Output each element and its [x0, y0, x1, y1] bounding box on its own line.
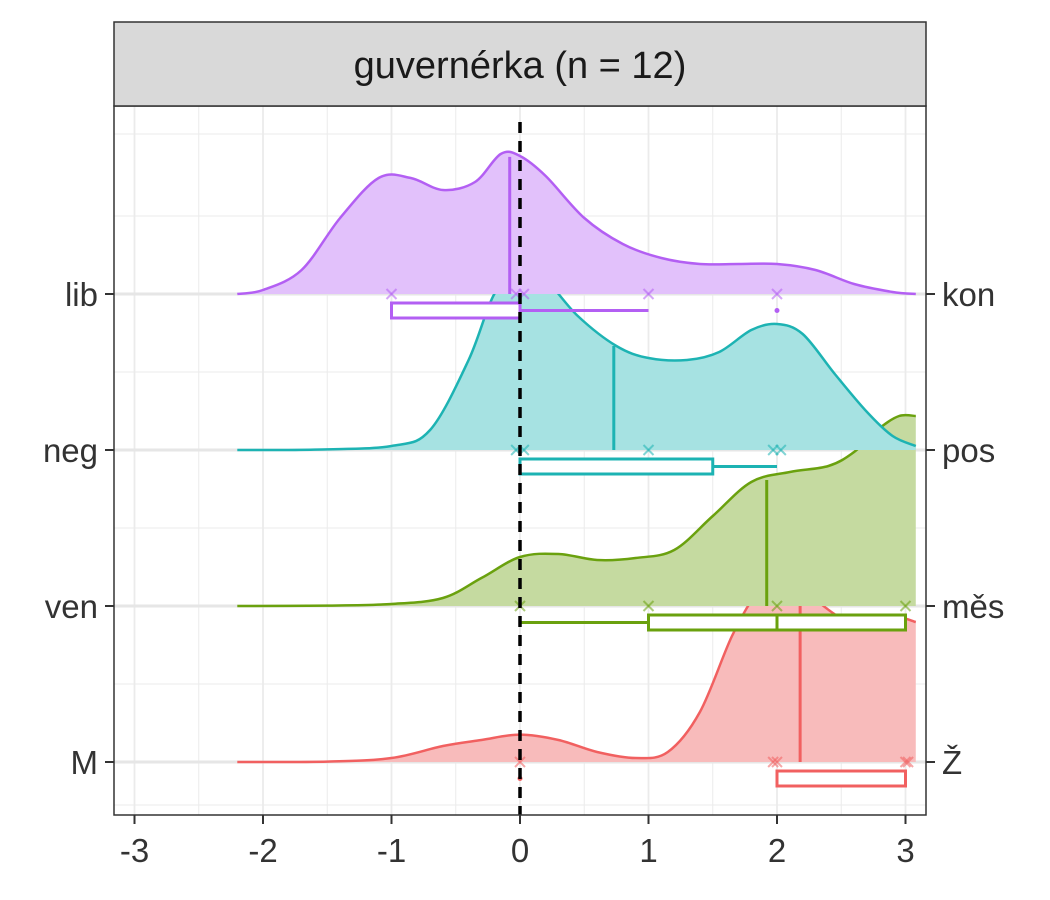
x-tick-label: 1 — [639, 832, 657, 869]
plot-panel-group — [113, 105, 927, 816]
density-line — [237, 266, 917, 452]
data-point — [775, 444, 787, 456]
ridge-lib — [237, 150, 916, 320]
density-line — [237, 150, 916, 296]
y-tick-label-left: M — [71, 744, 99, 781]
y-tick-label-right: pos — [942, 432, 995, 469]
y-tick-label-right: kon — [942, 276, 995, 313]
x-tick-label: 2 — [768, 832, 786, 869]
data-point — [385, 288, 398, 300]
x-tick-label: -1 — [377, 832, 406, 869]
data-point — [771, 288, 783, 300]
y-tick-label-left: lib — [65, 276, 98, 313]
data-point — [902, 756, 914, 768]
data-point — [771, 600, 783, 612]
facet-strip: guvernérka (n = 12) — [113, 21, 927, 107]
x-tick-label: 3 — [896, 832, 914, 869]
ridge-ven — [237, 413, 916, 632]
data-point — [899, 756, 912, 768]
data-point — [514, 756, 526, 768]
boxplot — [520, 613, 907, 632]
boxplot — [390, 301, 780, 320]
box — [390, 301, 522, 320]
facet-strip-background — [113, 21, 927, 107]
y-tick-label-right: Ž — [942, 744, 962, 781]
data-point — [642, 288, 655, 300]
x-tick-label: -3 — [120, 832, 149, 869]
data-point — [642, 600, 655, 612]
box — [518, 457, 715, 476]
box — [775, 769, 907, 788]
data-point — [899, 600, 912, 612]
facet-title: guvernérka (n = 12) — [354, 45, 687, 87]
ridges — [237, 150, 917, 788]
density-area — [237, 151, 916, 294]
y-tick-label-left: ven — [45, 588, 98, 625]
x-tick-label: 0 — [511, 832, 529, 869]
density-line — [237, 413, 916, 608]
data-point — [642, 444, 655, 456]
y-tick-label-left: neg — [43, 432, 98, 469]
outlier-point — [774, 308, 780, 313]
data-point — [771, 756, 783, 768]
x-tick-label: -2 — [248, 832, 277, 869]
ridge-neg — [237, 266, 917, 476]
boxplot — [517, 769, 907, 788]
density-area — [237, 415, 916, 606]
data-point — [767, 756, 779, 768]
y-tick-label-right: měs — [942, 588, 1004, 625]
density-area — [237, 267, 916, 451]
